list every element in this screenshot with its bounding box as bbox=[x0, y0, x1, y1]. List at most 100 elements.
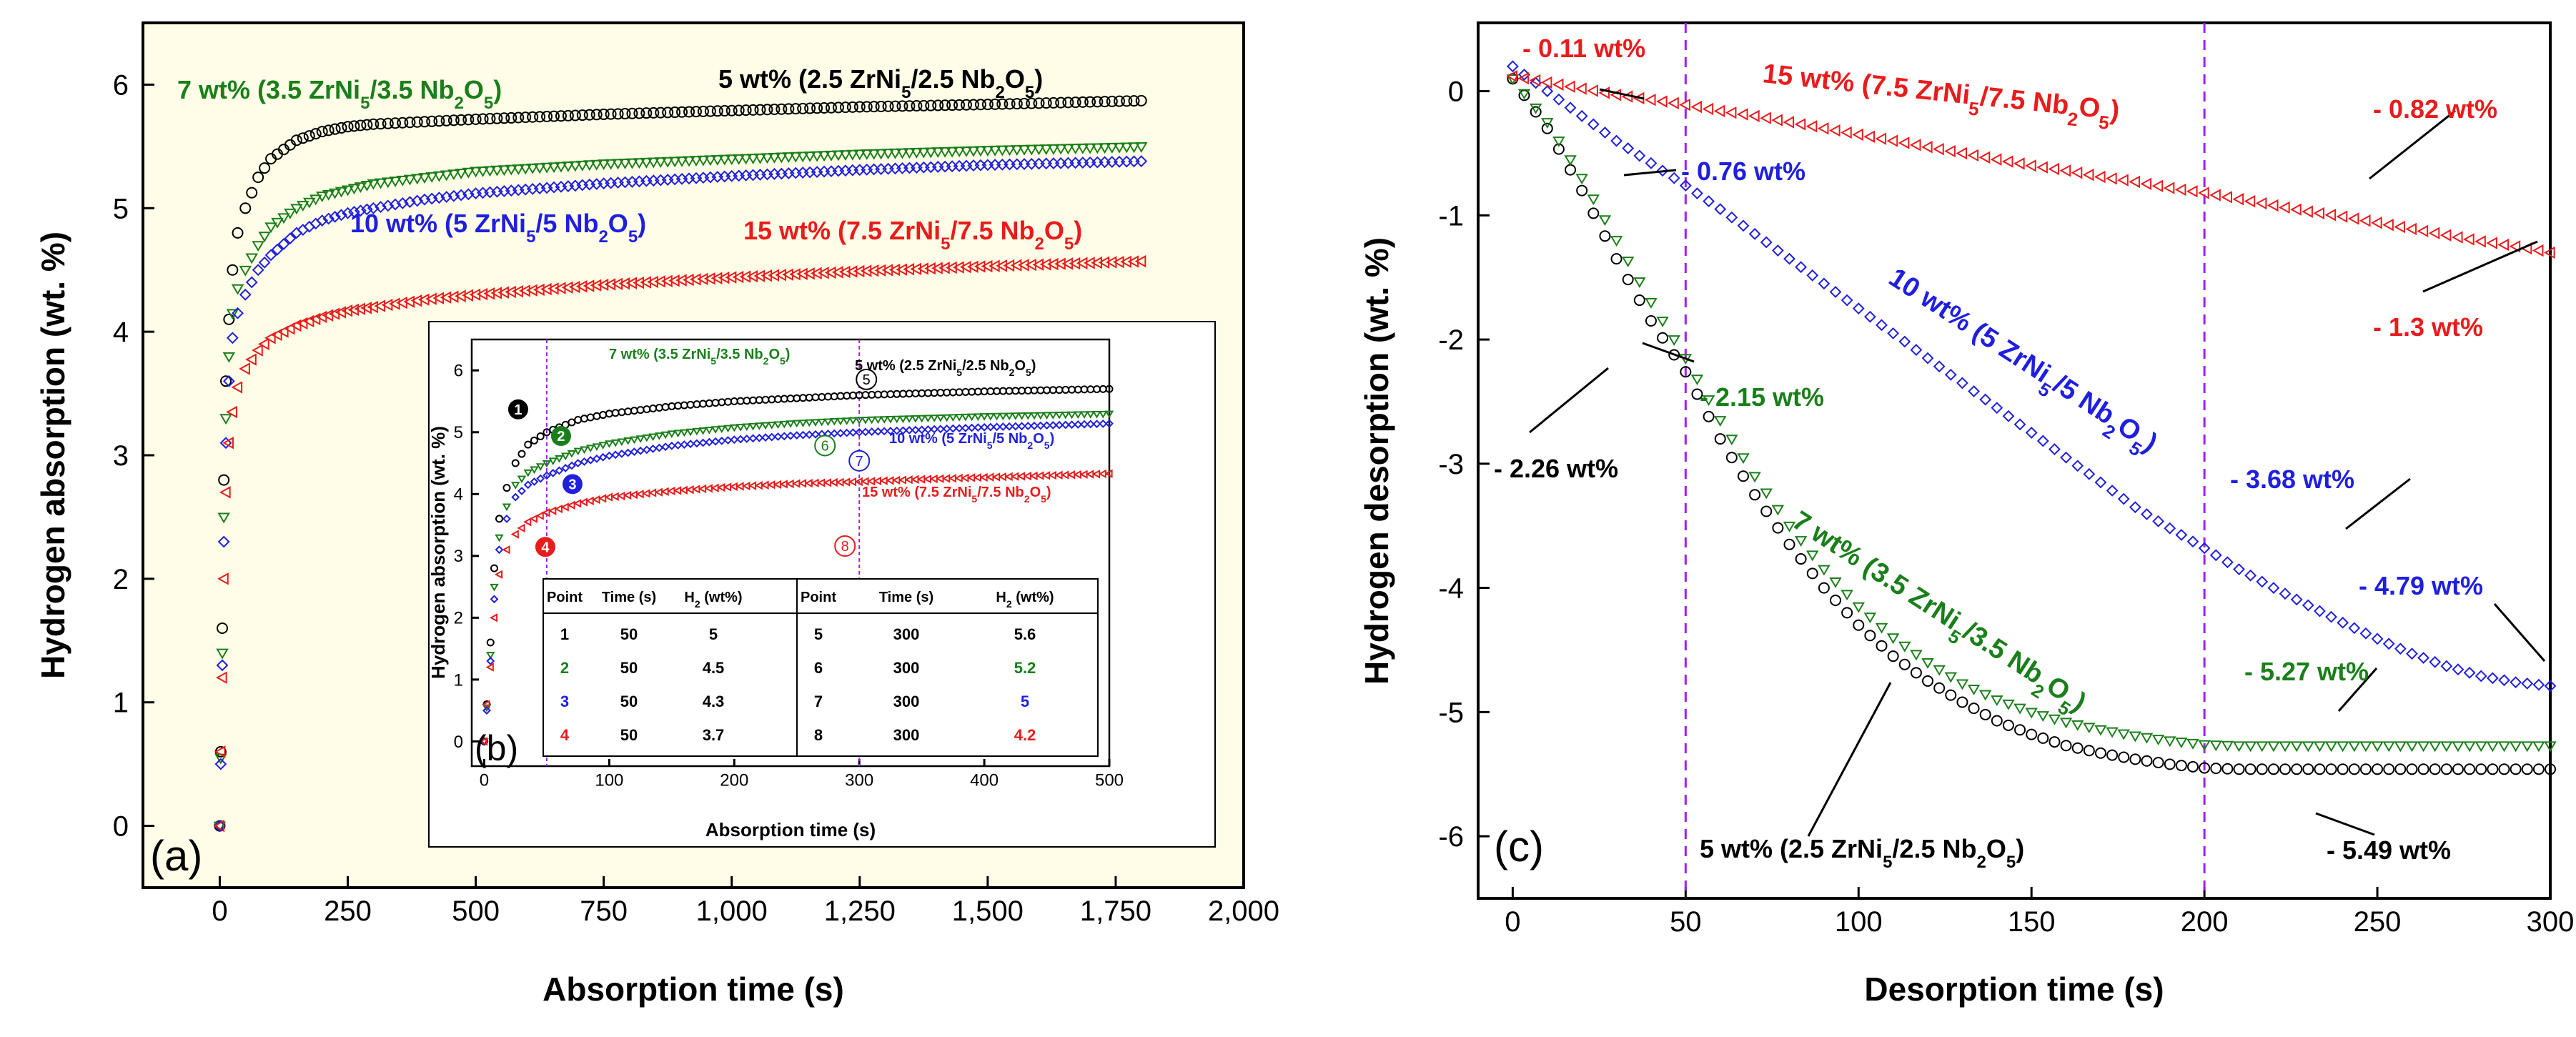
data-point bbox=[2198, 740, 2211, 751]
data-point bbox=[623, 437, 633, 445]
data-point bbox=[917, 415, 926, 423]
data-point bbox=[1645, 315, 1657, 327]
data-point bbox=[954, 414, 964, 422]
data-point bbox=[942, 414, 951, 422]
data-point bbox=[660, 487, 669, 497]
data-point bbox=[555, 162, 568, 173]
data-point bbox=[2452, 663, 2464, 676]
data-point bbox=[618, 159, 632, 169]
data-point bbox=[1668, 172, 1680, 184]
data-point bbox=[548, 110, 560, 122]
data-point bbox=[830, 429, 839, 438]
data-point bbox=[1105, 384, 1114, 393]
data-point bbox=[1829, 577, 1842, 588]
data-point bbox=[1098, 143, 1111, 154]
data-point bbox=[673, 441, 683, 450]
data-point bbox=[817, 418, 826, 427]
data-point bbox=[2302, 599, 2314, 612]
data-point bbox=[1956, 147, 1968, 160]
data-point bbox=[1910, 667, 1922, 679]
data-point bbox=[1876, 319, 1888, 332]
point-marker-number: 8 bbox=[841, 539, 849, 555]
data-point bbox=[432, 171, 446, 182]
data-point bbox=[2382, 218, 2394, 232]
data-point bbox=[1713, 104, 1725, 118]
data-point bbox=[981, 99, 994, 111]
data-point bbox=[1668, 349, 1680, 361]
data-point bbox=[625, 158, 639, 169]
data-point bbox=[1680, 366, 1692, 378]
table-cell: 300 bbox=[893, 693, 920, 710]
data-point bbox=[989, 145, 1001, 157]
data-point bbox=[2036, 161, 2048, 174]
data-point bbox=[277, 238, 290, 250]
data-point bbox=[986, 422, 995, 432]
x-tick-label: 50 bbox=[1670, 906, 1702, 938]
data-point bbox=[2013, 703, 2026, 715]
data-point bbox=[989, 98, 1001, 110]
data-point bbox=[2475, 670, 2487, 683]
data-point bbox=[322, 124, 335, 137]
data-point bbox=[1517, 71, 1530, 85]
panel-c-arrows bbox=[1529, 88, 2546, 837]
data-point bbox=[2302, 763, 2314, 775]
data-point bbox=[776, 103, 788, 115]
data-point bbox=[854, 417, 864, 425]
data-point bbox=[396, 175, 410, 187]
data-point bbox=[576, 109, 588, 121]
data-point bbox=[1024, 422, 1033, 430]
data-point bbox=[410, 174, 424, 185]
data-point bbox=[1017, 412, 1026, 420]
data-point bbox=[1817, 121, 1829, 135]
point-marker-circle bbox=[834, 535, 856, 557]
data-point bbox=[1910, 344, 1923, 356]
data-point bbox=[2071, 166, 2083, 179]
data-point bbox=[213, 819, 225, 833]
data-point bbox=[1067, 411, 1076, 420]
data-point bbox=[1091, 96, 1104, 108]
data-point bbox=[1748, 109, 1760, 123]
data-point bbox=[1771, 114, 1783, 126]
data-point bbox=[946, 99, 958, 111]
data-point bbox=[548, 468, 558, 477]
data-point bbox=[1967, 685, 1981, 695]
x-tick-label: 500 bbox=[452, 895, 500, 927]
data-point bbox=[836, 429, 845, 437]
data-point bbox=[936, 414, 946, 422]
data-point bbox=[505, 111, 517, 124]
data-point bbox=[335, 121, 347, 134]
data-point bbox=[1610, 236, 1623, 247]
data-point bbox=[1714, 433, 1726, 445]
data-point bbox=[2394, 763, 2407, 775]
data-point bbox=[798, 430, 808, 440]
data-point bbox=[1991, 402, 2003, 415]
data-point bbox=[1530, 106, 1542, 118]
data-point bbox=[735, 424, 745, 432]
data-point bbox=[479, 737, 488, 746]
y-tick-label: 6 bbox=[454, 362, 463, 381]
y-tick-label: 3 bbox=[454, 547, 463, 566]
data-point bbox=[938, 147, 951, 158]
arrow-2 bbox=[2369, 109, 2456, 180]
data-point bbox=[768, 152, 781, 164]
data-point bbox=[1725, 211, 1738, 224]
data-point bbox=[2371, 217, 2382, 229]
data-point bbox=[502, 514, 511, 523]
data-point bbox=[512, 111, 525, 124]
data-point bbox=[1517, 89, 1531, 100]
x-tick-label: 100 bbox=[595, 771, 623, 790]
data-point bbox=[881, 149, 895, 160]
panel-b-data-table: Point Time (s) H2 (wt%) Point Time (s) H… bbox=[543, 578, 1099, 757]
data-point bbox=[2291, 763, 2303, 775]
data-point bbox=[2348, 763, 2360, 775]
data-point bbox=[1552, 137, 1565, 148]
data-point bbox=[2544, 741, 2557, 753]
data-point bbox=[477, 113, 489, 125]
x-tick-label: 300 bbox=[845, 771, 873, 790]
data-point bbox=[879, 416, 889, 424]
data-point bbox=[1944, 144, 1956, 158]
data-point bbox=[842, 417, 851, 425]
data-point bbox=[433, 115, 445, 127]
data-point bbox=[418, 116, 430, 128]
data-point bbox=[2543, 246, 2555, 259]
